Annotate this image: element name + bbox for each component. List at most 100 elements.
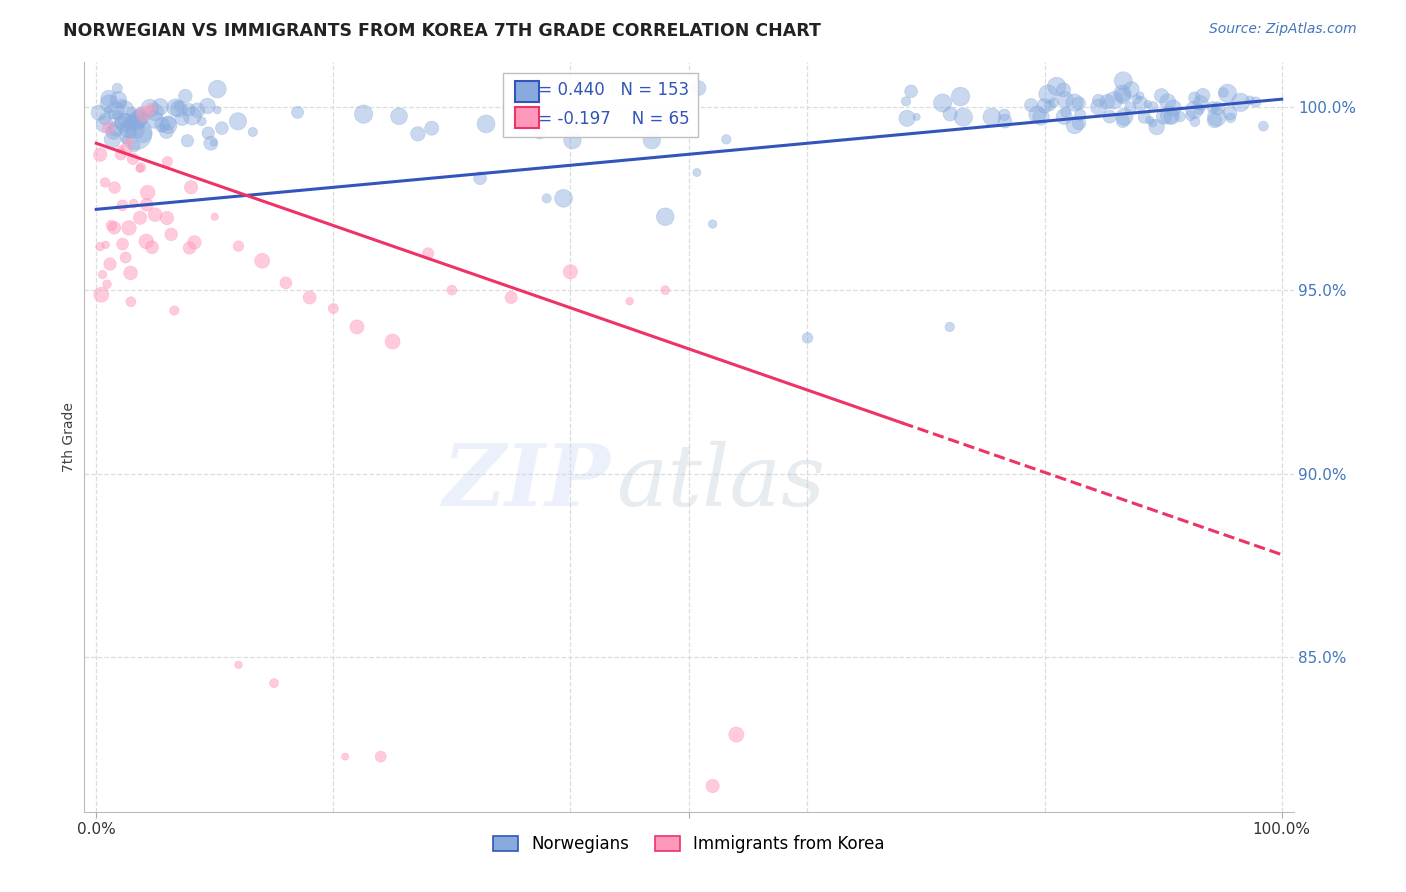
Point [101, 107, 124, 121]
Point [103, 125, 125, 139]
Point [561, 133, 583, 147]
Point [1111, 87, 1133, 101]
Point [91, 268, 114, 282]
Text: ZIP: ZIP [443, 441, 610, 524]
Point [118, 220, 141, 235]
Point [122, 139, 145, 153]
Point [191, 114, 214, 128]
Point [287, 105, 309, 120]
Point [1146, 120, 1168, 134]
Point [1042, 95, 1064, 110]
Point [157, 116, 180, 130]
Point [1212, 86, 1234, 100]
Point [94, 176, 117, 190]
Point [298, 291, 321, 305]
Point [120, 117, 142, 131]
Point [1039, 99, 1062, 113]
Point [1112, 88, 1135, 103]
Text: R = 0.440   N = 153
  R = -0.197    N = 65: R = 0.440 N = 153 R = -0.197 N = 65 [512, 81, 690, 128]
Point [322, 301, 344, 316]
Point [111, 237, 134, 252]
Point [155, 125, 177, 139]
Point [501, 291, 523, 305]
Point [1133, 110, 1156, 124]
Point [353, 107, 375, 121]
Point [129, 111, 152, 125]
Point [894, 95, 917, 109]
Point [1204, 113, 1226, 128]
Point [105, 81, 128, 95]
Point [980, 110, 1002, 124]
Point [1125, 92, 1147, 106]
Point [1191, 88, 1213, 103]
Point [114, 103, 136, 117]
Point [90, 287, 112, 301]
Point [1202, 100, 1225, 114]
Point [107, 93, 129, 107]
Point [87, 105, 110, 120]
Point [654, 283, 676, 297]
Point [228, 657, 250, 672]
Point [122, 112, 145, 126]
Point [89, 147, 111, 161]
Point [654, 210, 676, 224]
Point [180, 180, 202, 194]
Point [346, 319, 368, 334]
FancyBboxPatch shape [515, 107, 538, 128]
Point [1188, 102, 1211, 116]
Point [938, 319, 960, 334]
Point [931, 95, 953, 110]
Point [167, 99, 190, 113]
Point [200, 136, 222, 151]
Point [129, 161, 152, 175]
Point [104, 180, 127, 194]
Point [1157, 95, 1180, 109]
Point [204, 210, 226, 224]
Point [226, 114, 249, 128]
Point [125, 127, 148, 141]
Point [141, 240, 163, 254]
Point [197, 99, 219, 113]
Point [1139, 113, 1161, 128]
Point [122, 152, 145, 166]
Point [619, 294, 641, 309]
Point [1205, 110, 1227, 124]
Point [1087, 94, 1109, 108]
Point [183, 235, 205, 250]
Point [440, 283, 463, 297]
Point [163, 303, 186, 318]
Point [110, 147, 132, 161]
Point [135, 235, 157, 249]
Point [388, 109, 411, 123]
Point [108, 116, 131, 130]
Point [202, 136, 225, 150]
Point [1063, 95, 1085, 110]
Point [1182, 103, 1205, 117]
Point [100, 219, 122, 233]
Point [143, 105, 166, 120]
Point [381, 334, 404, 349]
Point [641, 133, 664, 147]
Point [1102, 94, 1125, 108]
Point [129, 211, 152, 225]
Point [1206, 101, 1229, 115]
Point [143, 112, 166, 127]
Point [263, 676, 285, 690]
Point [121, 114, 143, 128]
Point [1121, 82, 1143, 96]
Point [560, 265, 582, 279]
Point [1129, 96, 1152, 111]
Point [418, 246, 440, 260]
Point [370, 749, 392, 764]
Point [157, 118, 180, 132]
Point [110, 142, 132, 156]
Point [128, 161, 150, 176]
Point [1112, 74, 1135, 88]
Point [136, 186, 159, 200]
Point [128, 114, 150, 128]
Legend: Norwegians, Immigrants from Korea: Norwegians, Immigrants from Korea [486, 829, 891, 860]
Point [94, 112, 117, 126]
Point [135, 197, 157, 211]
Point [905, 110, 928, 124]
Point [627, 117, 650, 131]
